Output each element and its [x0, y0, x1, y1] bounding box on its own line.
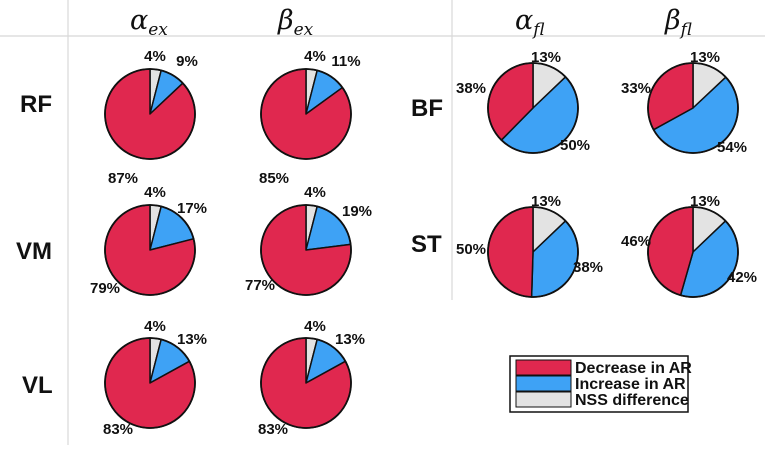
pie-vl-alpha-ex: 4% 13% 83% — [103, 318, 207, 438]
pie-label-vl-beta-ex-nss: 4% — [304, 318, 326, 335]
pie-label-rf-beta-ex-increase: 11% — [331, 53, 360, 70]
pie-label-vm-beta-ex-nss: 4% — [304, 184, 326, 201]
pie-label-bf-alpha-fl-increase: 50% — [560, 137, 590, 154]
pie-label-vm-beta-ex-decrease: 77% — [245, 277, 275, 294]
pie-label-vl-alpha-ex-increase: 13% — [177, 331, 207, 348]
pie-label-st-alpha-fl-decrease: 50% — [456, 241, 486, 258]
pie-label-st-beta-fl-increase: 42% — [727, 269, 757, 286]
legend-label-decrease: Decrease in AR — [575, 360, 692, 377]
pie-outline-rf-alpha-ex — [104, 68, 196, 160]
pie-outline-st-beta-fl — [647, 206, 739, 298]
pie-label-rf-alpha-ex-nss: 4% — [144, 48, 166, 65]
pie-outline-st-alpha-fl — [487, 206, 579, 298]
pie-vm-alpha-ex: 4% 17% 79% — [90, 184, 207, 297]
pie-label-vm-alpha-ex-increase: 17% — [177, 200, 207, 217]
pie-vl-beta-ex: 4% 13% 83% — [258, 318, 365, 438]
pie-label-st-beta-fl-decrease: 46% — [621, 233, 651, 250]
pie-label-vl-beta-ex-decrease: 83% — [258, 421, 288, 438]
header-beta-ex: βex — [277, 5, 314, 40]
pie-outline-bf-beta-fl — [647, 62, 739, 154]
pie-outline-vm-alpha-ex — [104, 204, 196, 296]
pie-label-vl-alpha-ex-nss: 4% — [144, 318, 166, 335]
pie-label-bf-beta-fl-nss: 13% — [690, 49, 720, 66]
pie-label-rf-alpha-ex-decrease: 87% — [108, 170, 138, 187]
legend: Decrease in AR Increase in AR NSS differ… — [509, 355, 692, 413]
pie-outline-vl-alpha-ex — [104, 337, 196, 429]
header-alpha-fl: αfl — [515, 5, 545, 40]
header-alpha-ex: αex — [130, 5, 168, 40]
pie-rf-alpha-ex: 4% 9% 87% — [104, 48, 198, 187]
pie-label-st-alpha-fl-increase: 38% — [573, 259, 603, 276]
legend-swatch-increase — [515, 375, 572, 392]
pie-label-vm-alpha-ex-decrease: 79% — [90, 280, 120, 297]
pie-label-vl-alpha-ex-decrease: 83% — [103, 421, 133, 438]
pie-st-alpha-fl: 13% 38% 50% — [456, 193, 603, 298]
pie-label-vl-beta-ex-increase: 13% — [335, 331, 365, 348]
pie-label-bf-alpha-fl-decrease: 38% — [456, 80, 486, 97]
row-label-rf: RF — [20, 91, 52, 118]
pie-label-rf-alpha-ex-increase: 9% — [176, 53, 198, 70]
pie-outline-rf-beta-ex — [260, 68, 352, 160]
pie-vm-beta-ex: 4% 19% 77% — [245, 184, 372, 296]
pie-label-st-beta-fl-nss: 13% — [690, 193, 720, 210]
pie-label-bf-beta-fl-decrease: 33% — [621, 80, 651, 97]
pie-bf-alpha-fl: 13% 50% 38% — [456, 49, 590, 154]
pie-outline-vl-beta-ex — [260, 337, 352, 429]
pie-bf-beta-fl: 13% 54% 33% — [621, 49, 747, 156]
pie-label-rf-beta-ex-decrease: 85% — [259, 170, 289, 187]
pie-rf-beta-ex: 4% 11% 85% — [259, 48, 361, 187]
pie-label-vm-beta-ex-increase: 19% — [342, 203, 372, 220]
pie-label-st-alpha-fl-nss: 13% — [531, 193, 561, 210]
legend-label-increase: Increase in AR — [575, 376, 686, 393]
row-label-vm: VM — [16, 238, 52, 265]
pie-outline-vm-beta-ex — [260, 204, 352, 296]
pie-label-bf-alpha-fl-nss: 13% — [531, 49, 561, 66]
header-beta-fl: βfl — [664, 5, 692, 40]
pie-label-bf-beta-fl-increase: 54% — [717, 139, 747, 156]
pie-slice-st-alpha-fl-decrease — [487, 206, 534, 298]
pie-st-beta-fl: 13% 42% 46% — [621, 193, 757, 298]
pie-outline-bf-alpha-fl — [487, 62, 579, 154]
pie-label-vm-alpha-ex-nss: 4% — [144, 184, 166, 201]
legend-swatch-decrease — [515, 359, 572, 376]
row-label-st: ST — [411, 231, 442, 258]
row-label-vl: VL — [22, 372, 53, 399]
pie-grid: 4% 9%87%4% 11%85%4%17%79%4%19%77%4%13%83%4… — [90, 48, 757, 438]
legend-label-nss: NSS difference — [575, 392, 689, 409]
pie-label-rf-beta-ex-nss: 4% — [304, 48, 326, 65]
legend-swatch-nss — [515, 391, 572, 408]
row-label-bf: BF — [411, 95, 443, 122]
